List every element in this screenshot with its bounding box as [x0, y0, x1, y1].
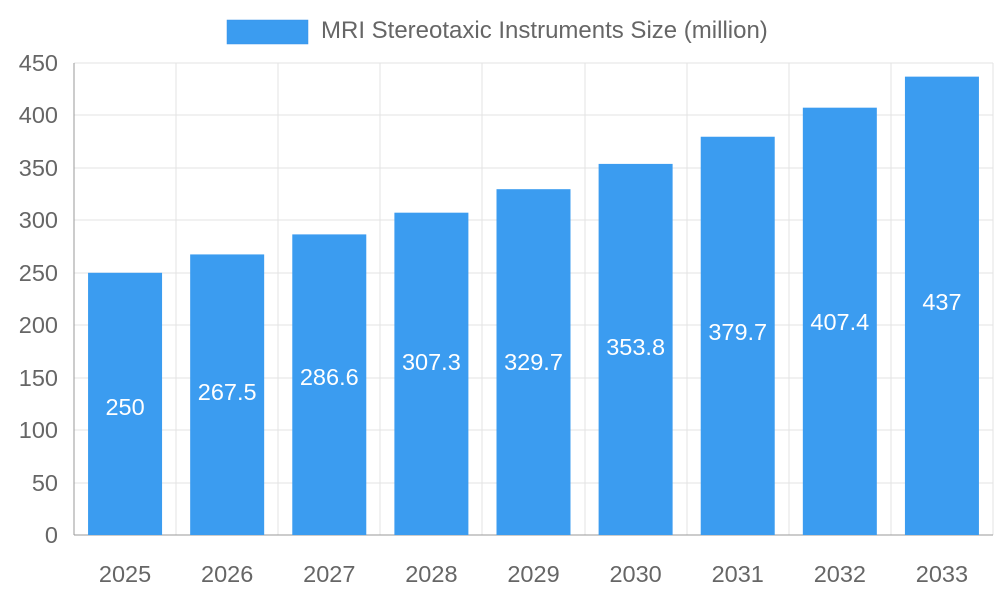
svg-text:437: 437	[922, 289, 961, 315]
svg-text:307.3: 307.3	[402, 349, 461, 375]
svg-text:2026: 2026	[201, 561, 253, 587]
svg-text:2028: 2028	[405, 561, 457, 587]
svg-text:2031: 2031	[712, 561, 764, 587]
svg-text:407.4: 407.4	[810, 309, 869, 335]
svg-text:2027: 2027	[303, 561, 355, 587]
svg-text:MRI Stereotaxic Instruments Si: MRI Stereotaxic Instruments Size (millio…	[321, 17, 768, 44]
svg-text:329.7: 329.7	[504, 349, 563, 375]
svg-text:400: 400	[19, 102, 58, 128]
svg-text:353.8: 353.8	[606, 334, 665, 360]
svg-text:50: 50	[32, 470, 58, 496]
svg-text:2033: 2033	[916, 561, 968, 587]
svg-text:267.5: 267.5	[198, 379, 257, 405]
svg-text:2029: 2029	[507, 561, 559, 587]
svg-text:150: 150	[19, 365, 58, 391]
svg-text:2030: 2030	[609, 561, 661, 587]
svg-text:286.6: 286.6	[300, 364, 359, 390]
svg-text:2032: 2032	[814, 561, 866, 587]
svg-text:200: 200	[19, 312, 58, 338]
svg-text:100: 100	[19, 417, 58, 443]
svg-text:450: 450	[19, 50, 58, 76]
svg-text:2025: 2025	[99, 561, 151, 587]
svg-text:379.7: 379.7	[708, 319, 767, 345]
svg-text:250: 250	[19, 260, 58, 286]
svg-text:350: 350	[19, 155, 58, 181]
svg-text:0: 0	[45, 522, 58, 548]
svg-text:250: 250	[105, 394, 144, 420]
svg-text:300: 300	[19, 207, 58, 233]
